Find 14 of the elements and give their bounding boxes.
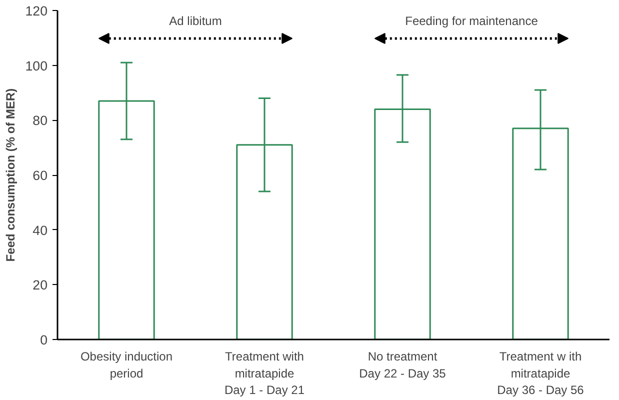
y-tick-label: 80 <box>32 113 48 128</box>
x-tick-label: Obesity induction period <box>80 350 173 380</box>
y-tick-label: 120 <box>25 4 48 18</box>
x-tick-label: Treatment w ith mitratapide Day 36 - Day 56 <box>497 350 584 398</box>
x-tick-label: No treatment Day 22 - Day 35 <box>359 350 446 380</box>
x-tick-label: Treatment with mitratapide Day 1 - Day 21 <box>224 350 305 398</box>
y-axis-title: Feed consumption (% of MER) <box>3 88 18 262</box>
annotation: Ad libitum <box>169 14 222 28</box>
y-tick-label: 100 <box>25 58 48 74</box>
annotation: Feeding for maintenance <box>405 14 538 28</box>
y-tick-label: 20 <box>32 278 48 293</box>
y-tick-label: 0 <box>40 332 48 348</box>
y-tick-label: 60 <box>32 168 48 183</box>
y-tick-label: 40 <box>32 222 48 238</box>
